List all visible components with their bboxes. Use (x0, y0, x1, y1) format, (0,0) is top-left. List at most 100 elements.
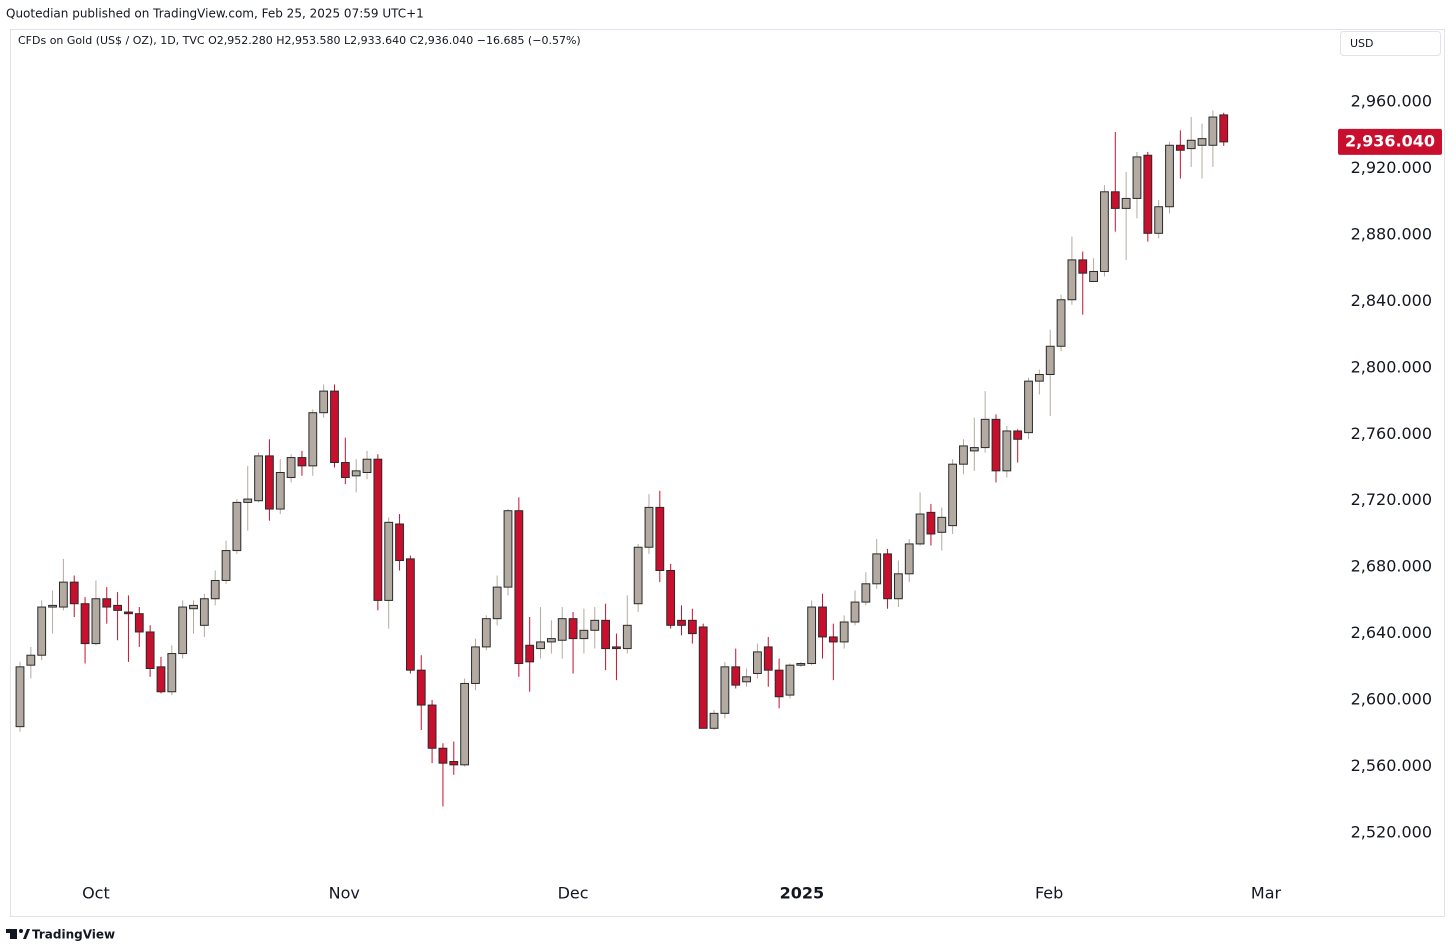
x-tick-label: Oct (82, 884, 110, 903)
body (753, 651, 762, 674)
body (915, 513, 925, 545)
body (720, 666, 730, 714)
body (622, 624, 632, 650)
body (937, 516, 947, 533)
body (1024, 380, 1033, 434)
body (742, 676, 751, 683)
body (1121, 197, 1131, 209)
currency: USD (1350, 37, 1374, 50)
body (351, 470, 361, 477)
body (698, 626, 708, 729)
body (221, 550, 231, 581)
body (677, 619, 686, 626)
y-tick-label: 2,760.000 (1351, 424, 1432, 443)
x-tick-label: Nov (329, 884, 360, 903)
body (37, 606, 47, 656)
body (1208, 116, 1218, 146)
body (503, 510, 513, 588)
y-tick-label: 2,600.000 (1351, 690, 1432, 709)
body (807, 606, 817, 665)
body (80, 603, 90, 645)
body (926, 511, 936, 535)
body (850, 601, 860, 623)
body (113, 604, 123, 611)
body (1132, 156, 1142, 199)
body (156, 666, 166, 693)
body (362, 458, 372, 474)
body (134, 613, 144, 633)
y-tick-label: 2,720.000 (1351, 490, 1432, 509)
body (449, 761, 459, 766)
currency-box (1340, 31, 1441, 56)
body (210, 579, 220, 600)
body (861, 583, 871, 603)
y-tick-label: 2,520.000 (1351, 822, 1432, 841)
body (590, 619, 600, 631)
body (1067, 259, 1077, 301)
body (124, 611, 133, 615)
body (568, 618, 578, 640)
body (481, 618, 491, 648)
body (1197, 138, 1207, 146)
body (785, 664, 795, 696)
body (731, 666, 741, 686)
body (427, 704, 437, 749)
x-tick-label: Mar (1251, 884, 1282, 903)
body (839, 621, 849, 643)
body (959, 445, 968, 465)
body (655, 506, 665, 572)
body (373, 458, 383, 601)
body (666, 570, 676, 626)
body (1143, 154, 1153, 234)
x-tick-label: Dec (558, 884, 589, 903)
body (1186, 139, 1196, 150)
body (980, 418, 990, 449)
x-tick-label: Feb (1035, 884, 1063, 903)
body (633, 546, 643, 605)
last-price-box (1338, 128, 1442, 155)
body (1219, 114, 1229, 143)
y-tick-label: 2,920.000 (1351, 158, 1432, 177)
body (557, 618, 567, 641)
footer-brand: TradingView (32, 928, 115, 942)
y-tick-label: 2,880.000 (1351, 224, 1432, 243)
body (297, 457, 307, 467)
body (687, 619, 697, 635)
y-tick-label: 2,800.000 (1351, 357, 1432, 376)
body (286, 457, 296, 478)
body (232, 501, 242, 552)
body (1154, 206, 1164, 234)
body (254, 455, 263, 502)
body (601, 619, 611, 650)
body (1089, 271, 1098, 282)
body (58, 581, 68, 608)
body (709, 712, 719, 729)
body (763, 646, 773, 671)
body (243, 498, 253, 503)
body (579, 629, 589, 640)
body (102, 598, 112, 608)
body (774, 669, 784, 698)
body (167, 653, 177, 693)
y-tick-label: 2,840.000 (1351, 291, 1432, 310)
body (471, 646, 480, 684)
body (536, 641, 545, 650)
body (48, 604, 57, 608)
body (828, 636, 838, 643)
body (199, 598, 209, 626)
body (1002, 430, 1012, 472)
body (969, 447, 979, 452)
body (1034, 374, 1044, 382)
body (1100, 191, 1109, 273)
body (265, 455, 274, 510)
y-tick-label: 2,640.000 (1351, 623, 1432, 642)
tv-logo (6, 929, 30, 939)
body (275, 472, 285, 510)
body (460, 682, 470, 766)
body (948, 463, 958, 527)
body (612, 646, 621, 650)
y-tick-label: 2,680.000 (1351, 557, 1432, 576)
body (1165, 144, 1174, 208)
frame (10, 29, 1445, 917)
body (904, 543, 914, 575)
